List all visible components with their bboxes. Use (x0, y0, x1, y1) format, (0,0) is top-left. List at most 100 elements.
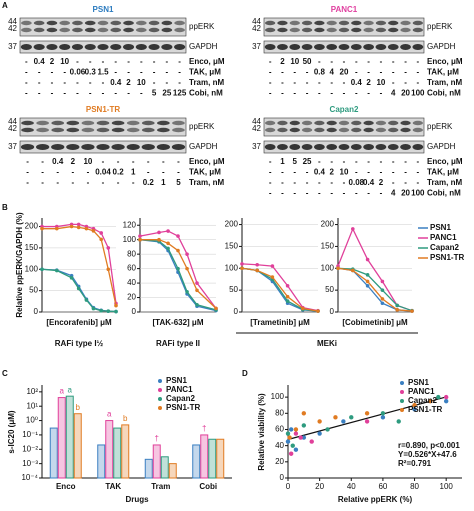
band (172, 120, 185, 126)
y-axis-title: Relative ppERK/GAPDH (%) (15, 212, 24, 318)
band (326, 120, 337, 126)
y-tick-label: 80 (127, 249, 136, 258)
fit-line (287, 396, 447, 441)
y-tick-label: 0 (280, 473, 285, 482)
band (351, 20, 362, 26)
point (114, 309, 118, 314)
x-tick-label: 20 (315, 482, 324, 491)
dose-cell: - (166, 78, 169, 87)
dose-cell: - (306, 189, 309, 198)
band (81, 144, 95, 150)
dose-row-label: Tram, nM (427, 178, 462, 187)
point (301, 423, 307, 428)
dose-cell: - (87, 168, 90, 177)
band (350, 44, 362, 50)
band (161, 27, 173, 33)
point (285, 431, 291, 436)
point (410, 309, 414, 313)
y-tick-label: 80 (275, 408, 284, 417)
x-axis-title: Drugs (125, 495, 149, 504)
dose-cell: - (89, 89, 92, 98)
dose-row-label: Enco, μM (427, 157, 463, 166)
curve (42, 225, 117, 306)
blot-title: PSN1-TR (86, 105, 120, 114)
point (185, 266, 189, 271)
dose-cell: - (102, 178, 105, 187)
dose-cell: 1 (131, 168, 136, 177)
dose-cell: - (417, 168, 420, 177)
legend-label: Capan2 (166, 394, 195, 403)
band-label: GAPDH (189, 42, 218, 51)
dose-cell: 20 (401, 189, 410, 198)
dose-cell: - (269, 168, 272, 177)
band (21, 27, 32, 33)
dose-cell: - (281, 68, 284, 77)
x-tick-label: 60 (378, 482, 387, 491)
mw-marker: 44 (8, 17, 17, 26)
band (84, 27, 96, 33)
dose-cell: - (269, 178, 272, 187)
dose-cell: - (89, 78, 92, 87)
x-axis-title: [Trametinib] μM (250, 318, 310, 327)
point (99, 237, 103, 242)
band (123, 27, 134, 33)
point (293, 431, 299, 436)
band (33, 27, 45, 33)
point (288, 451, 294, 456)
dose-row-label: TAK, μM (189, 168, 221, 177)
band (412, 127, 424, 133)
dose-cell: 0.06 (70, 68, 86, 77)
dose-cell: - (380, 68, 383, 77)
stat: R²=0.791 (398, 459, 432, 468)
band (264, 127, 276, 133)
dose-cell: - (153, 57, 156, 66)
point (341, 419, 346, 424)
band (51, 120, 65, 126)
dose-cell: 2 (126, 78, 131, 87)
band (97, 44, 109, 50)
group-label: RAFi type II (156, 339, 200, 348)
band (388, 127, 399, 133)
legend-label: PSN1 (430, 223, 451, 232)
band (412, 20, 424, 26)
band (301, 120, 313, 126)
dose-cell: - (56, 178, 59, 187)
curve (241, 267, 319, 312)
y-tick-label: 10⁻² (22, 444, 38, 453)
dose-row-label: Tram, nM (189, 178, 224, 187)
dose-cell: - (38, 89, 41, 98)
point (285, 283, 290, 288)
dose-cell: - (318, 189, 321, 198)
dose-cell: 4 (391, 189, 396, 198)
y-tick-label: 0 (34, 307, 39, 316)
band (277, 127, 288, 133)
blot (263, 117, 425, 137)
band (84, 44, 96, 50)
bar (216, 438, 225, 479)
dose-cell: 5 (152, 89, 157, 98)
dose-cell: - (404, 57, 407, 66)
y-tick-label: 10⁻¹ (22, 430, 38, 439)
band (314, 120, 325, 126)
band (264, 20, 276, 26)
dose-cell: - (269, 68, 272, 77)
dose-cell: - (355, 157, 358, 166)
dose-cell: - (330, 178, 333, 187)
band (289, 20, 300, 26)
point (84, 226, 89, 231)
band (400, 144, 411, 150)
band (363, 44, 375, 50)
y-tick-label: 10⁻⁴ (21, 473, 38, 482)
band (289, 44, 301, 50)
dose-cell: - (306, 89, 309, 98)
point (176, 234, 180, 238)
legend-swatch (158, 379, 162, 383)
x-tick-label: Cobi (199, 482, 217, 491)
dose-cell: - (355, 57, 358, 66)
mw-marker: 37 (252, 142, 261, 151)
y-tick-label: 60 (275, 425, 284, 434)
panel-label: A (2, 1, 8, 10)
point (301, 306, 305, 311)
point (380, 415, 386, 420)
point (301, 435, 307, 440)
